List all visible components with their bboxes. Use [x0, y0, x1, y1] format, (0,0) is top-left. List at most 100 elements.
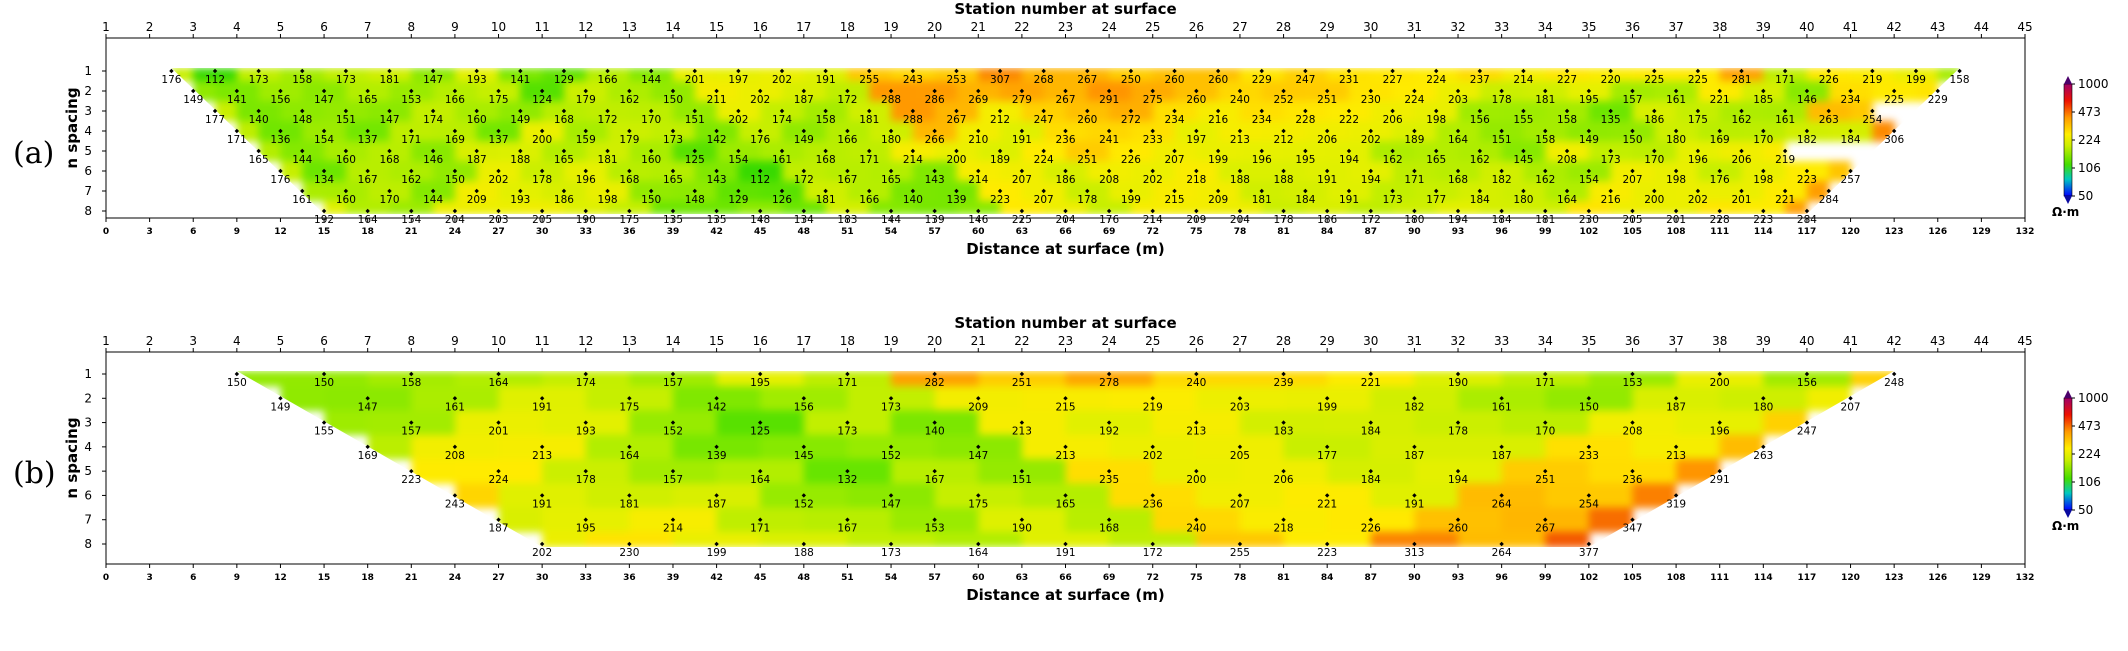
- data-point: [932, 128, 937, 134]
- data-label: 173: [336, 74, 356, 86]
- data-label: 207: [1622, 174, 1642, 186]
- data-label: 203: [1448, 94, 1468, 106]
- data-point: [1150, 208, 1155, 214]
- x-tick-label: 114: [1754, 573, 1773, 583]
- heatmap-cell: [367, 68, 412, 82]
- data-label: 205: [1230, 450, 1250, 462]
- station-tick-label: 14: [665, 334, 680, 348]
- heatmap-cell: [454, 68, 500, 82]
- data-label: 160: [336, 154, 356, 166]
- data-point: [1717, 468, 1722, 474]
- data-label: 275: [1143, 94, 1163, 106]
- data-point: [648, 188, 654, 194]
- data-point: [736, 188, 741, 194]
- data-point: [1608, 148, 1613, 154]
- data-label: 167: [358, 174, 378, 186]
- data-point: [976, 541, 981, 547]
- data-point: [561, 108, 567, 114]
- data-point: [1455, 208, 1461, 214]
- data-point: [670, 420, 676, 425]
- data-point: [518, 188, 523, 194]
- data-point: [1063, 168, 1068, 174]
- data-label: 185: [1753, 94, 1773, 106]
- data-label: 200: [946, 154, 966, 166]
- data-label: 214: [1513, 74, 1533, 86]
- data-point: [321, 168, 327, 174]
- data-label: 234: [1165, 114, 1185, 126]
- station-tick-label: 7: [364, 334, 372, 348]
- data-point: [845, 128, 850, 134]
- data-label: 168: [619, 174, 639, 186]
- data-point: [997, 68, 1003, 74]
- data-point: [583, 420, 588, 425]
- data-label: 206: [1731, 154, 1751, 166]
- x-tick-label: 93: [1452, 573, 1465, 583]
- data-label: 226: [1819, 74, 1839, 86]
- data-point: [430, 148, 436, 154]
- panel-label: (b): [13, 456, 56, 491]
- x-tick-label: 129: [1972, 573, 1991, 583]
- data-label: 234: [1252, 114, 1272, 126]
- data-label: 251: [1535, 474, 1555, 486]
- station-tick-label: 30: [1363, 334, 1378, 348]
- data-point: [321, 88, 327, 94]
- data-point: [1412, 208, 1417, 214]
- data-point: [409, 208, 414, 214]
- data-point: [736, 108, 741, 114]
- data-label: 164: [1448, 134, 1468, 146]
- data-label: 180: [1666, 134, 1686, 146]
- heatmap-cell: [978, 371, 1067, 387]
- data-point: [605, 188, 610, 194]
- data-label: 180: [881, 134, 901, 146]
- data-point: [1630, 420, 1635, 425]
- data-label: 260: [1165, 74, 1185, 86]
- data-point: [1259, 68, 1264, 74]
- data-point: [1324, 396, 1330, 401]
- heatmap-cell: [825, 201, 870, 215]
- data-point: [1455, 371, 1461, 377]
- data-label: 202: [1688, 194, 1708, 206]
- colorbar-tick-label: 1000: [2078, 391, 2109, 405]
- data-point: [1673, 396, 1679, 401]
- data-label: 208: [1557, 154, 1577, 166]
- data-point: [1303, 148, 1308, 154]
- data-point: [409, 420, 414, 425]
- data-label: 145: [1513, 154, 1533, 166]
- x-tick-label: 75: [1190, 227, 1203, 237]
- data-label: 153: [925, 523, 945, 535]
- data-point: [932, 88, 937, 94]
- data-point: [1521, 108, 1526, 114]
- data-point: [1608, 188, 1613, 194]
- data-point: [801, 88, 807, 94]
- data-point: [1455, 128, 1461, 134]
- data-point: [452, 208, 458, 214]
- data-label: 173: [1383, 194, 1403, 206]
- data-point: [1281, 88, 1286, 94]
- data-label: 229: [1928, 94, 1948, 106]
- data-point: [1630, 371, 1635, 377]
- x-tick-label: 114: [1754, 227, 1773, 237]
- data-label: 152: [794, 498, 814, 510]
- data-label: 260: [1448, 523, 1468, 535]
- x-tick-label: 24: [449, 227, 462, 237]
- data-label: 149: [270, 401, 290, 413]
- data-point: [1390, 108, 1395, 114]
- x-tick-label: 0: [103, 573, 109, 583]
- data-label: 214: [903, 154, 923, 166]
- data-marks: 150 150 158 164 174 157 195 171 282 251 278 240 239 2…: [227, 371, 1904, 559]
- data-point: [496, 371, 501, 377]
- data-point: [1630, 88, 1635, 94]
- data-label: 178: [1492, 94, 1512, 106]
- data-label: 148: [685, 194, 705, 206]
- data-point: [801, 493, 807, 498]
- data-label: 253: [946, 74, 966, 86]
- heatmap-cell: [1283, 531, 1372, 548]
- data-point: [1564, 108, 1570, 114]
- data-label: 156: [1797, 377, 1817, 389]
- x-tick-label: 30: [536, 227, 549, 237]
- data-point: [1237, 168, 1243, 174]
- x-tick-label: 42: [710, 227, 723, 237]
- heatmap-cell: [1654, 201, 1699, 215]
- pseudosection-panel-a: (a)176 112 173 158 173 181 147 193 141 129 166 144 2…: [13, 0, 2109, 258]
- data-label: 162: [1731, 114, 1751, 126]
